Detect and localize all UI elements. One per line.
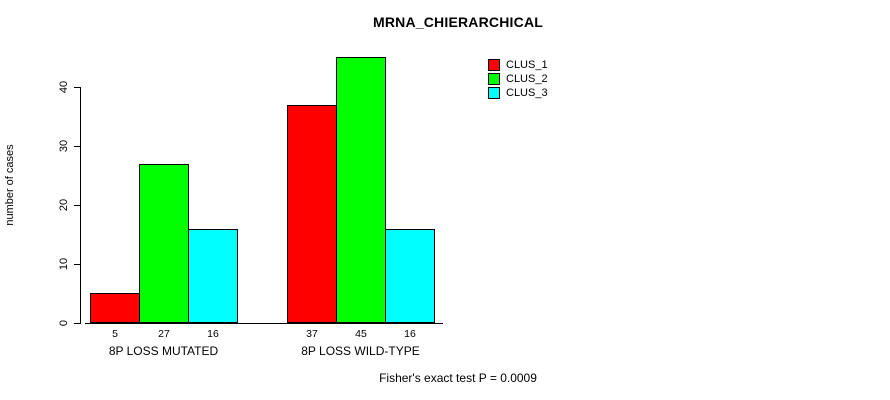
legend-swatch-icon [488,58,500,71]
y-tick-mark [74,205,80,206]
legend-label: CLUS_3 [506,86,548,99]
legend-label: CLUS_2 [506,72,548,85]
x-axis-line [85,323,443,324]
bar-value-label: 5 [112,328,118,340]
bar-value-label: 37 [306,328,318,340]
bar-clus_1-1 [90,293,140,323]
y-tick-label: 20 [58,198,70,212]
y-tick-label: 0 [58,319,70,327]
legend-swatch-icon [488,72,500,85]
x-category-label: 8P LOSS MUTATED [108,344,219,358]
bar-clus_3-1 [188,229,238,323]
y-tick-mark [74,264,80,265]
legend-swatch-icon [488,86,500,99]
legend: CLUS_1 CLUS_2 CLUS_3 [488,58,548,100]
bar-value-label: 45 [355,328,367,340]
y-axis-label: number of cases [4,144,16,226]
annotation-text: Fisher's exact test P = 0.0009 [379,371,537,385]
chart-title: MRNA_CHIERARCHICAL [372,14,544,30]
bar-clus_1-2 [287,105,337,323]
bar-value-label: 27 [158,328,170,340]
y-tick-label: 40 [58,80,70,94]
legend-row: CLUS_2 [488,72,548,85]
y-tick-label: 30 [58,139,70,153]
legend-row: CLUS_3 [488,86,548,99]
bar-value-label: 16 [404,328,416,340]
y-tick-label: 10 [58,257,70,271]
legend-row: CLUS_1 [488,58,548,71]
bar-clus_2-1 [139,164,189,323]
y-tick-mark [74,146,80,147]
x-category-label: 8P LOSS WILD-TYPE [301,344,420,358]
bar-clus_2-2 [336,57,386,323]
bar-clus_3-2 [385,229,435,323]
y-tick-mark [74,87,80,88]
y-axis-line [80,87,81,324]
y-tick-mark [74,323,80,324]
legend-label: CLUS_1 [506,58,548,71]
bar-value-label: 16 [207,328,219,340]
